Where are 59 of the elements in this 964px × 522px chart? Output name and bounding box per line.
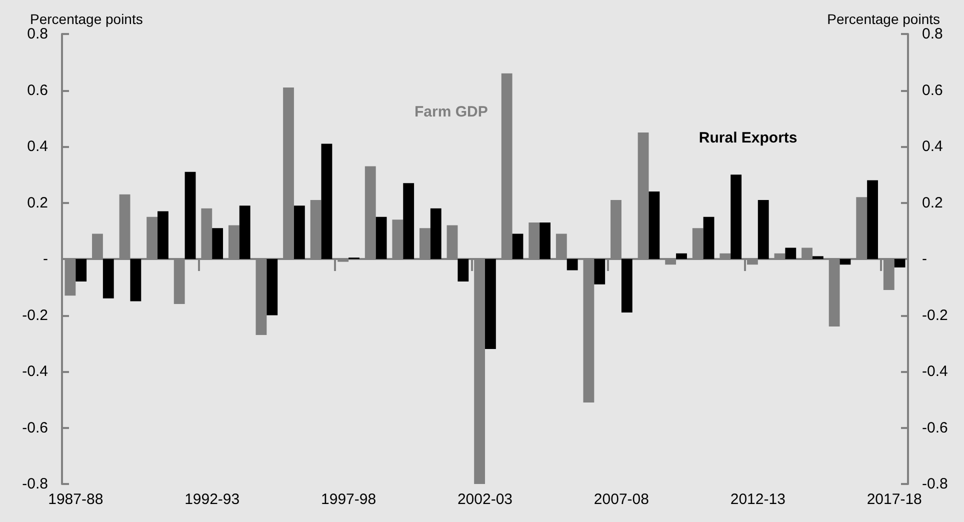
bar — [76, 259, 87, 282]
bar — [403, 183, 414, 259]
x-tick-label: 2007-08 — [594, 491, 649, 508]
bar — [266, 259, 278, 316]
series-label: Farm GDP — [414, 103, 488, 120]
bar — [184, 172, 196, 259]
y2-tick-label: -0.6 — [922, 419, 948, 436]
y-tick-label: -0.4 — [22, 363, 48, 380]
y2-tick-label: - — [922, 250, 927, 268]
y-tick-label: 0.4 — [27, 138, 48, 155]
bar — [540, 222, 550, 259]
y-tick-label: -0.2 — [22, 306, 48, 324]
bar — [894, 259, 906, 268]
x-tick-label: 2017-18 — [866, 491, 922, 508]
bar — [648, 192, 660, 259]
text: Rural Exports — [698, 130, 798, 146]
bar — [703, 216, 714, 259]
x-tick-label: 1997-98 — [321, 491, 376, 508]
bar — [676, 253, 687, 259]
bar — [321, 144, 332, 259]
y2-tick-label: -0.8 — [922, 476, 948, 492]
y2-tick-label: 0.6 — [922, 82, 943, 99]
bar — [376, 216, 387, 259]
y-tick-label: -0.6 — [22, 419, 48, 436]
bar — [158, 211, 168, 259]
y2-tick-label: 0.8 — [922, 26, 943, 42]
y2-tick-label: -0.2 — [922, 306, 948, 324]
y-tick-label: 0.8 — [27, 26, 48, 42]
y2-tick-label: 0.4 — [922, 138, 943, 155]
bar — [785, 248, 796, 259]
bar — [294, 206, 305, 259]
y-axis-title: Percentage points — [30, 11, 143, 27]
bar — [621, 259, 632, 312]
bar — [512, 234, 524, 259]
y-tick-label: 0.6 — [27, 82, 48, 99]
y-tick-label: - — [43, 250, 48, 268]
bar — [212, 228, 224, 259]
bar — [102, 259, 114, 298]
bar — [840, 259, 851, 265]
x-tick-label: 1987-88 — [48, 491, 104, 508]
bar — [758, 200, 769, 259]
bar — [594, 259, 606, 284]
x-tick-label: 1992-93 — [184, 491, 240, 508]
y2-tick-label: -0.4 — [922, 363, 948, 380]
y2-tick-label: 0.2 — [922, 194, 943, 212]
bar — [485, 259, 496, 349]
y-tick-label: -0.8 — [22, 476, 48, 492]
bar — [458, 259, 469, 282]
y-tick-label: 0.2 — [27, 194, 48, 212]
bar — [430, 208, 442, 259]
bar — [566, 259, 578, 270]
bar — [239, 206, 250, 259]
bar — [867, 180, 878, 259]
x-tick-label: 2002-03 — [457, 491, 513, 508]
bar — [812, 256, 824, 259]
bar — [730, 174, 742, 259]
bar — [130, 259, 142, 302]
y2-axis-title: Percentage points — [827, 11, 940, 27]
x-tick-label: 2012-13 — [730, 491, 786, 508]
